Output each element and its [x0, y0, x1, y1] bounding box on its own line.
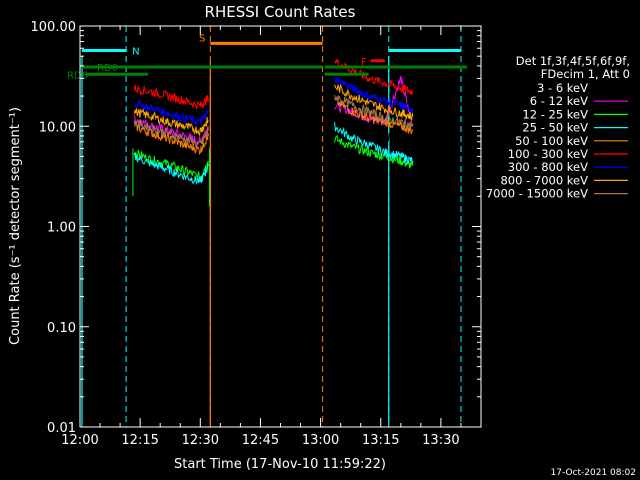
legend-entry-label: 12 - 25 keV	[522, 107, 588, 121]
chart-title: RHESSI Count Rates	[205, 3, 356, 21]
y-axis-label: Count Rate (s⁻¹ detector segment⁻¹)	[8, 107, 23, 345]
annotation-label-n: N	[132, 46, 139, 57]
x-tick-label: 12:30	[182, 433, 219, 448]
series-line-3	[334, 121, 414, 165]
axes: 12:00 12:15 12:30 12:45 13:00 13:15 13:30 100.0…	[31, 20, 482, 448]
x-tick-label: 12:45	[242, 433, 279, 448]
x-tick-label: 12:00	[61, 433, 98, 448]
x-axis-label: Start Time (17-Nov-10 11:59:22)	[174, 457, 386, 472]
legend-header-line-1: Det 1f,3f,4f,5f,6f,9f,	[516, 54, 630, 68]
y-tick-label: 1.00	[47, 221, 76, 236]
legend: Det 1f,3f,4f,5f,6f,9f, FDecim 1, Att 0 3…	[486, 54, 630, 201]
legend-entry-label: 300 - 800 keV	[508, 160, 588, 174]
annotation-label-f: F	[361, 57, 367, 68]
x-tick-label: 13:15	[362, 433, 399, 448]
y-tick-label: 100.00	[31, 20, 77, 35]
series-line-4	[334, 97, 414, 136]
plot-area: N S F RD0 RD6	[67, 26, 467, 427]
series-line-8	[133, 118, 209, 148]
series-line-1	[334, 75, 414, 128]
x-tick-label: 13:30	[422, 433, 459, 448]
legend-header-line-2: FDecim 1, Att 0	[541, 67, 630, 81]
legend-entry-label: 3 - 6 keV	[537, 81, 588, 95]
series-line-0	[133, 129, 209, 164]
legend-entry-label: 100 - 300 keV	[508, 147, 588, 161]
x-tick-label: 12:15	[121, 433, 158, 448]
series-line-2	[334, 134, 414, 169]
x-tick-label: 13:00	[302, 433, 339, 448]
y-tick-label: 0.01	[47, 421, 76, 436]
series-line-8	[334, 94, 414, 130]
annotation-label-rd6: RD6	[67, 70, 88, 81]
footer-timestamp: 17-Oct-2021 08:02	[551, 468, 636, 478]
legend-entry-label: 7000 - 15000 keV	[486, 187, 588, 201]
series-line-5	[334, 58, 414, 96]
y-tick-label: 0.10	[47, 321, 76, 336]
plot-frame	[79, 25, 482, 428]
series-line-6	[133, 98, 209, 126]
legend-entry-label: 800 - 7000 keV	[500, 173, 588, 187]
series-line-2	[133, 149, 209, 181]
series-line-3	[133, 151, 209, 186]
legend-entry-label: 50 - 100 keV	[515, 134, 588, 148]
annotation-label-rd0: RD0	[97, 63, 118, 74]
series-line-4	[133, 122, 209, 156]
series-line-7	[133, 108, 209, 137]
data-series-group	[132, 58, 416, 329]
legend-entry-label: 6 - 12 keV	[530, 94, 588, 108]
legend-entry-label: 25 - 50 keV	[522, 121, 588, 135]
series-line-7	[334, 83, 414, 121]
series-line-0	[334, 112, 414, 151]
y-tick-label: 10.00	[39, 120, 76, 135]
series-line-5	[133, 84, 209, 110]
annotation-label-s: S	[199, 33, 205, 44]
